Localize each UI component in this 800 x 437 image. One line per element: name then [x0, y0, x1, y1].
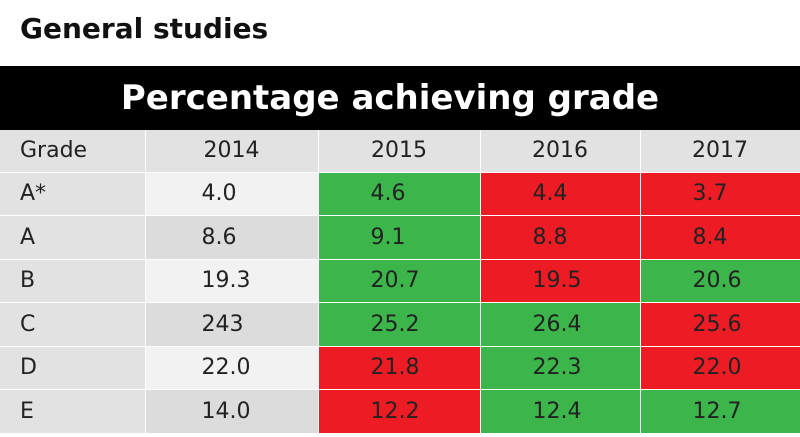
value-cell-2017: 20.6	[640, 259, 800, 303]
grade-cell: D	[0, 346, 146, 390]
value-cell-2016: 8.8	[480, 215, 641, 260]
grade-cell: B	[0, 259, 146, 303]
table-row: C 243 25.2 26.4 25.6	[0, 302, 800, 347]
value-cell-2015: 20.7	[318, 259, 481, 303]
header-row: Grade 2014 2015 2016 2017	[0, 130, 800, 173]
value-cell-2015: 25.2	[318, 302, 481, 347]
value-cell-2017: 8.4	[640, 215, 800, 260]
value-cell-2014: 14.0	[145, 389, 319, 434]
banner-title: Percentage achieving grade	[120, 78, 660, 118]
column-header-2016: 2016	[480, 130, 641, 173]
value-cell-2014: 19.3	[145, 259, 319, 303]
value-cell-2015: 12.2	[318, 389, 481, 434]
table-row: A 8.6 9.1 8.8 8.4	[0, 215, 800, 260]
column-header-2015: 2015	[318, 130, 481, 173]
value-cell-2016: 22.3	[480, 346, 641, 390]
grade-cell: A*	[0, 172, 146, 216]
value-cell-2016: 19.5	[480, 259, 641, 303]
value-cell-2017: 22.0	[640, 346, 800, 390]
value-cell-2014: 22.0	[145, 346, 319, 390]
grade-cell: C	[0, 302, 146, 347]
column-header-2014: 2014	[145, 130, 319, 173]
grade-cell: E	[0, 389, 146, 434]
value-cell-2017: 12.7	[640, 389, 800, 434]
value-cell-2017: 25.6	[640, 302, 800, 347]
table-row: D 22.0 21.8 22.3 22.0	[0, 346, 800, 390]
grade-cell: A	[0, 215, 146, 260]
table-row: E 14.0 12.2 12.4 12.7	[0, 389, 800, 434]
value-cell-2015: 9.1	[318, 215, 481, 260]
value-cell-2014: 243	[145, 302, 319, 347]
value-cell-2017: 3.7	[640, 172, 800, 216]
grade-table: Grade 2014 2015 2016 2017 A* 4.0 4.6 4.4 3.7…	[0, 130, 800, 434]
value-cell-2015: 4.6	[318, 172, 481, 216]
table-body: A* 4.0 4.6 4.4 3.7 A 8.6 9.1 8.8 8.4 B 19.3 20.7 19.5…	[0, 172, 800, 434]
column-header-grade: Grade	[0, 130, 146, 173]
table-banner: Percentage achieving grade	[0, 66, 800, 130]
value-cell-2016: 4.4	[480, 172, 641, 216]
column-header-2017: 2017	[640, 130, 800, 173]
value-cell-2014: 8.6	[145, 215, 319, 260]
title-area: General studies	[0, 0, 800, 66]
page-title: General studies	[20, 12, 269, 45]
value-cell-2016: 12.4	[480, 389, 641, 434]
value-cell-2015: 21.8	[318, 346, 481, 390]
table-row: A* 4.0 4.6 4.4 3.7	[0, 172, 800, 216]
value-cell-2014: 4.0	[145, 172, 319, 216]
value-cell-2016: 26.4	[480, 302, 641, 347]
table-row: B 19.3 20.7 19.5 20.6	[0, 259, 800, 303]
